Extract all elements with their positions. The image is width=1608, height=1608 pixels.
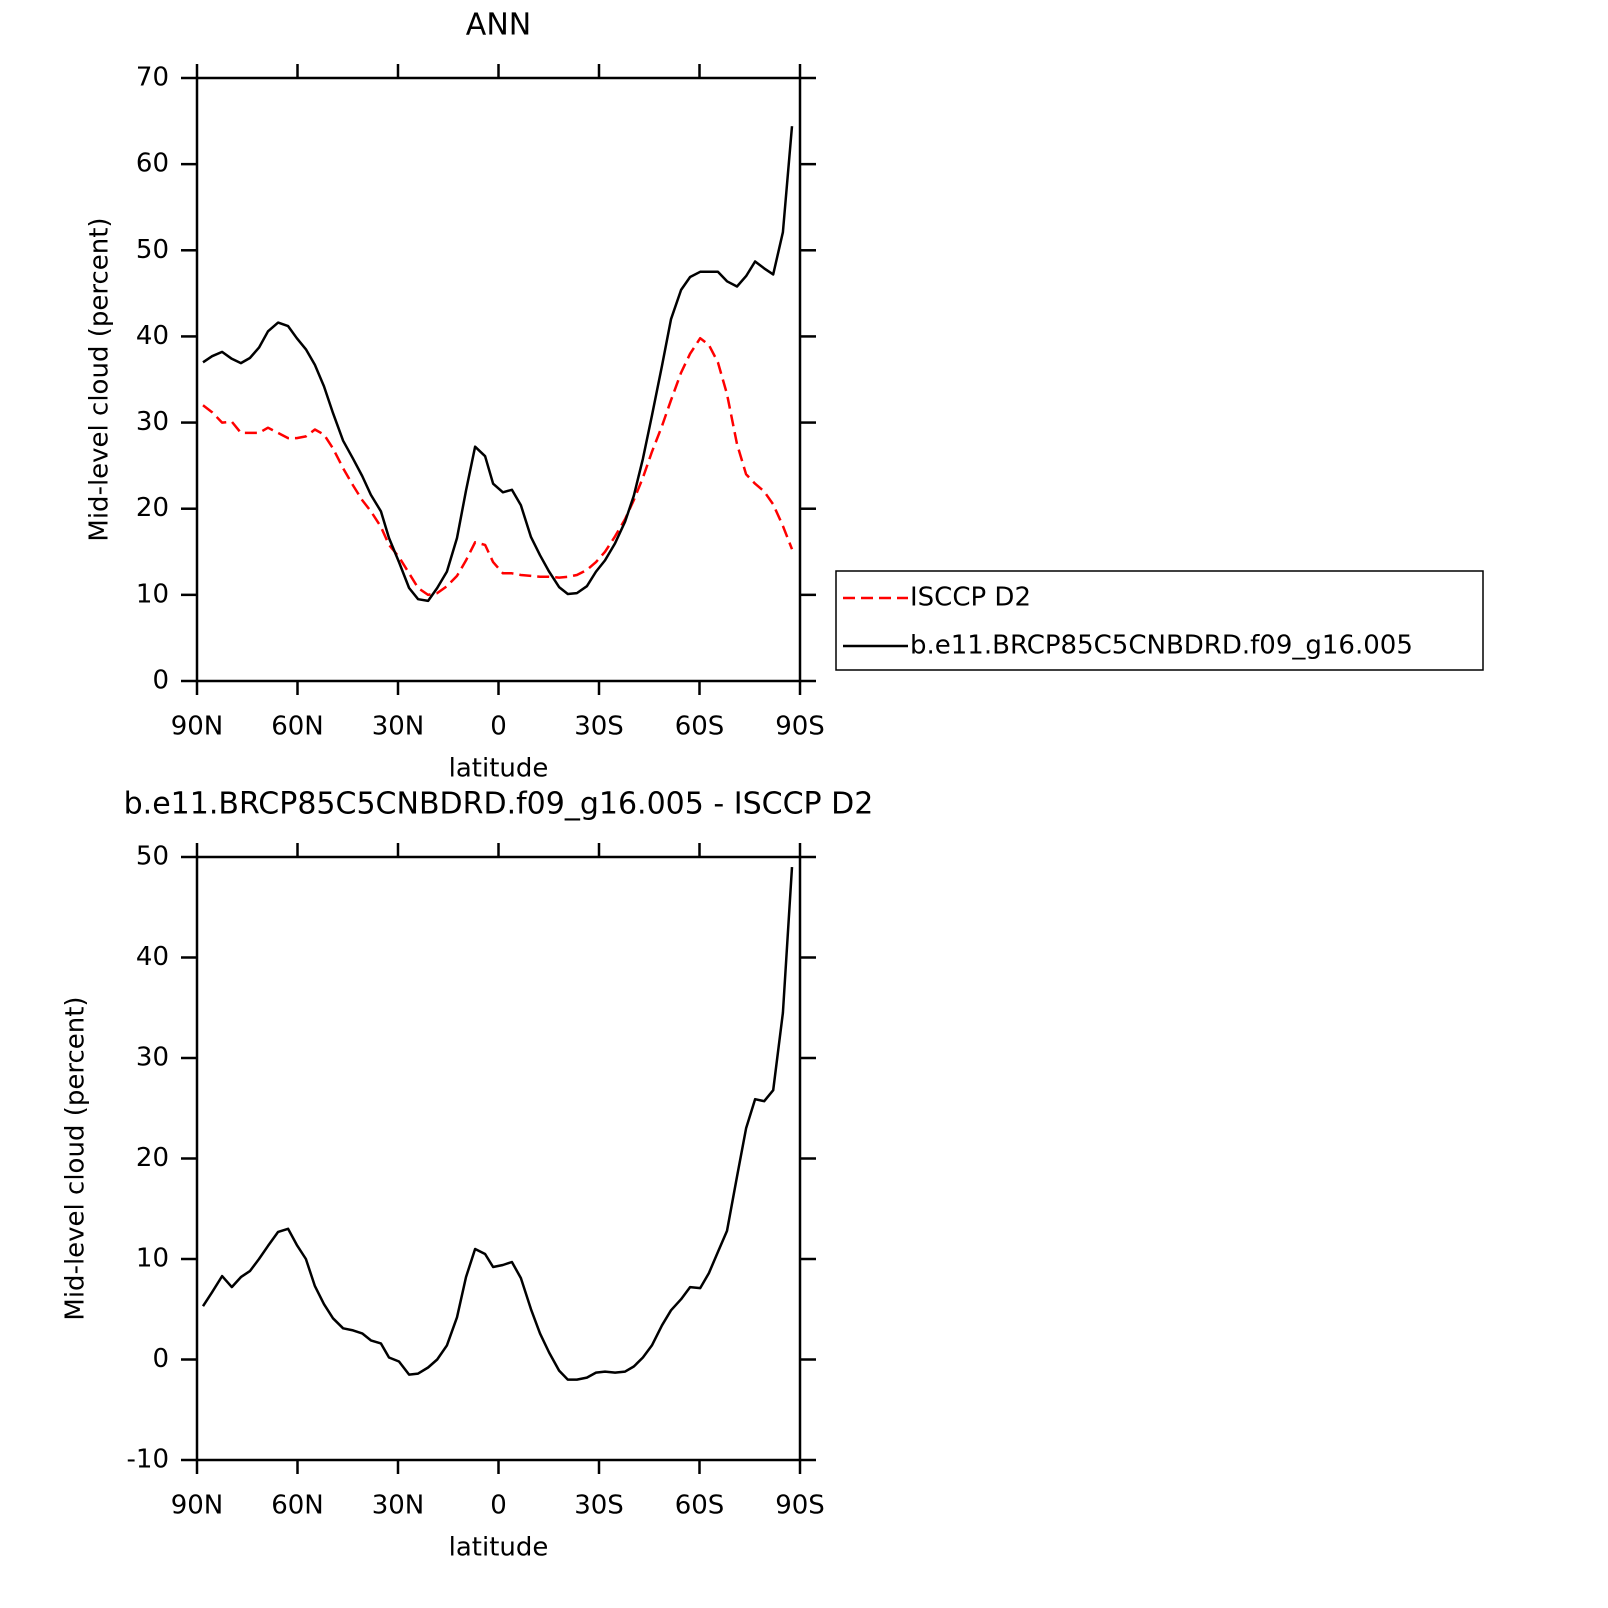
data-line — [202, 126, 794, 603]
x-tick-label: 60N — [271, 1491, 324, 1521]
chart-title: b.e11.BRCP85C5CNBDRD.f09_g16.005 - ISCCP… — [124, 787, 874, 822]
x-tick-label: 30N — [372, 1491, 425, 1521]
x-tick-label: 0 — [490, 1491, 507, 1521]
x-tick-label: 30S — [574, 1491, 624, 1521]
y-tick-label: 50 — [136, 235, 169, 265]
x-tick-label: 90N — [171, 1491, 224, 1521]
legend-label: ISCCP D2 — [910, 583, 1031, 613]
legend-label: b.e11.BRCP85C5CNBDRD.f09_g16.005 — [910, 631, 1413, 661]
y-tick-label: 60 — [136, 149, 169, 179]
y-tick-label: 20 — [136, 493, 169, 523]
y-tick-label: 20 — [136, 1143, 169, 1173]
y-tick-label: 40 — [136, 321, 169, 351]
x-axis-label: latitude — [449, 754, 549, 784]
x-tick-label: 60N — [271, 712, 324, 742]
y-tick-label: 0 — [152, 666, 169, 696]
x-tick-label: 90S — [775, 1491, 825, 1521]
y-tick-label: 10 — [136, 1244, 169, 1274]
x-tick-label: 60S — [675, 1491, 725, 1521]
y-tick-label: 30 — [136, 1043, 169, 1073]
data-line — [201, 867, 794, 1381]
x-tick-label: 60S — [675, 712, 725, 742]
y-tick-label: 0 — [152, 1344, 169, 1374]
y-tick-label: 10 — [136, 579, 169, 609]
y-axis-label: Mid-level cloud (percent) — [85, 217, 115, 541]
y-tick-label: 70 — [136, 63, 169, 93]
x-tick-label: 30N — [372, 712, 425, 742]
data-line — [202, 336, 794, 597]
y-tick-label: -10 — [127, 1445, 169, 1475]
x-tick-label: 90S — [775, 712, 825, 742]
plot-frame — [195, 76, 802, 683]
y-tick-label: 40 — [136, 942, 169, 972]
y-axis-label: Mid-level cloud (percent) — [61, 996, 91, 1320]
x-tick-label: 30S — [574, 712, 624, 742]
y-tick-label: 30 — [136, 407, 169, 437]
x-tick-label: 90N — [171, 712, 224, 742]
y-tick-label: 50 — [136, 842, 169, 872]
plot-frame — [195, 855, 802, 1462]
x-tick-label: 0 — [490, 712, 507, 742]
x-axis-label: latitude — [449, 1533, 549, 1563]
legend-box — [835, 570, 1484, 671]
chart-title: ANN — [466, 8, 531, 43]
